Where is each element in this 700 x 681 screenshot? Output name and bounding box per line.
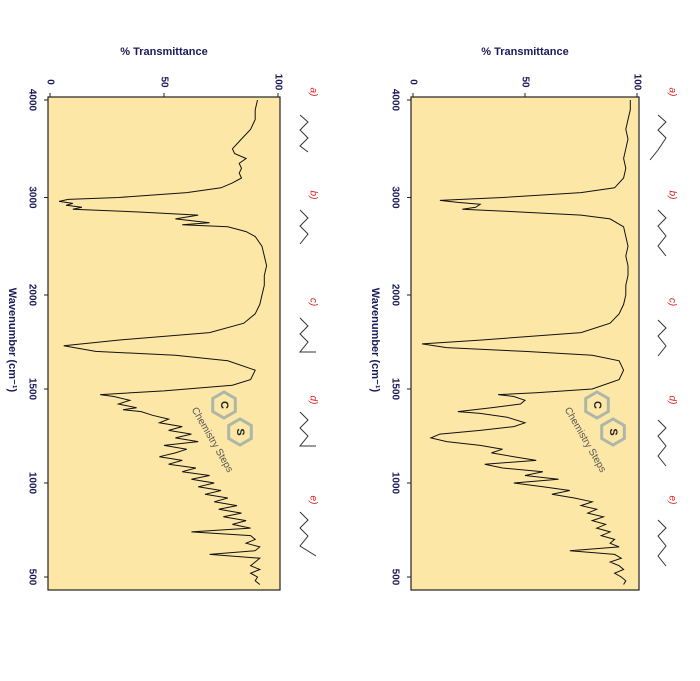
x-axis-label: Wavenumber (cm⁻¹) [6,288,18,393]
logo-hexagon [584,390,610,420]
molecule-c [298,317,316,353]
x-tick-label: 3000 [389,186,400,209]
choice-label: b) [666,191,677,200]
molecule-a2 [649,114,667,161]
molecule-e2 [657,519,667,567]
y-tick-label: 0 [407,79,418,85]
y-axis-label: % Transmittance [120,46,207,58]
choice-label: d) [307,396,318,405]
molecule-b2 [657,209,667,257]
molecule-c2 [657,319,667,357]
x-tick-label: 2000 [26,284,37,307]
choice-label: c) [307,298,318,306]
x-tick-label: 3000 [26,186,37,209]
y-tick-label: 50 [158,76,169,88]
choice-label: a) [666,88,677,97]
x-tick-label: 500 [26,569,37,586]
x-tick-label: 4000 [389,89,400,112]
y-axis-label: % Transmittance [481,46,568,58]
logo-hexagon [211,390,237,420]
choice-label: b) [307,191,318,200]
logo-letter: C [218,401,230,409]
x-tick-label: 1000 [26,472,37,495]
y-tick-label: 50 [519,76,530,88]
choice-label: d) [666,396,677,405]
y-tick-label: 0 [44,79,55,85]
plot-area [410,96,640,591]
logo-letter: S [607,428,619,435]
x-tick-label: 2000 [389,284,400,307]
molecule-e [299,511,317,557]
logo-hexagon [227,417,253,447]
molecule-d [298,411,316,447]
x-tick-label: 500 [389,569,400,586]
molecules [298,114,667,567]
x-axis-label: Wavenumber (cm⁻¹) [369,288,381,393]
logo-hexagon [600,417,626,447]
molecule-b [299,209,309,245]
spectrum-line [421,100,631,585]
x-tick-label: 1500 [389,378,400,401]
molecule-a [299,114,309,153]
x-tick-label: 4000 [26,89,37,112]
x-tick-label: 1500 [26,378,37,401]
y-tick-label: 100 [272,74,283,91]
choice-label: c) [666,298,677,306]
y-tick-label: 100 [631,74,642,91]
choice-label: a) [307,88,318,97]
choice-label: e) [666,496,677,505]
x-tick-label: 1000 [389,472,400,495]
molecule-d2 [657,419,667,467]
spectrum-line [58,99,268,585]
choice-label: e) [307,496,318,505]
logo-letter: C [591,401,603,409]
logo-letter: S [234,428,246,435]
